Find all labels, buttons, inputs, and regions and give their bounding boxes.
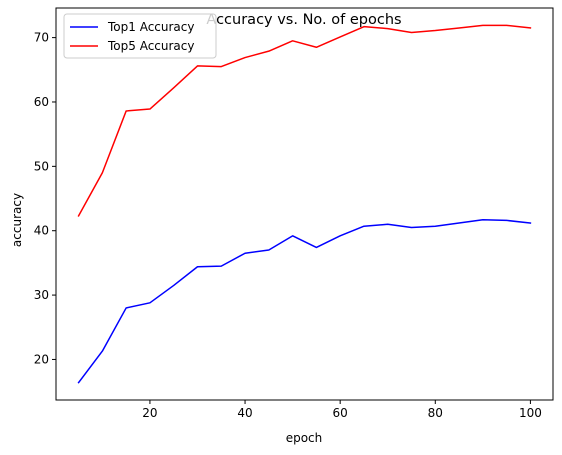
series-line-1 [77,219,532,384]
y-tick-label: 70 [34,31,49,45]
y-tick-label: 30 [34,288,49,302]
series-line-2 [77,24,532,217]
x-tick-label: 40 [237,406,252,420]
chart-title: Accuracy vs. No. of epochs [206,12,401,28]
x-tick-label: 80 [428,406,443,420]
y-axis-label: accuracy [10,193,24,247]
legend-label-1: Top1 Accuracy [107,20,194,34]
y-tick-label: 40 [34,224,49,238]
y-tick-label: 50 [34,159,49,173]
x-tick-label: 100 [519,406,542,420]
x-tick-label: 60 [333,406,348,420]
x-tick-label: 20 [142,406,157,420]
legend: Top1 Accuracy Top5 Accuracy [63,13,217,59]
x-axis-label: epoch [286,431,323,445]
axes-ticks: 20 40 60 80 100 20 30 40 50 60 70 [34,31,542,420]
plot-lines [77,24,532,384]
legend-box [63,13,217,59]
y-tick-label: 20 [34,352,49,366]
y-tick-label: 60 [34,95,49,109]
plot-frame [55,7,554,401]
legend-label-2: Top5 Accuracy [107,39,194,53]
